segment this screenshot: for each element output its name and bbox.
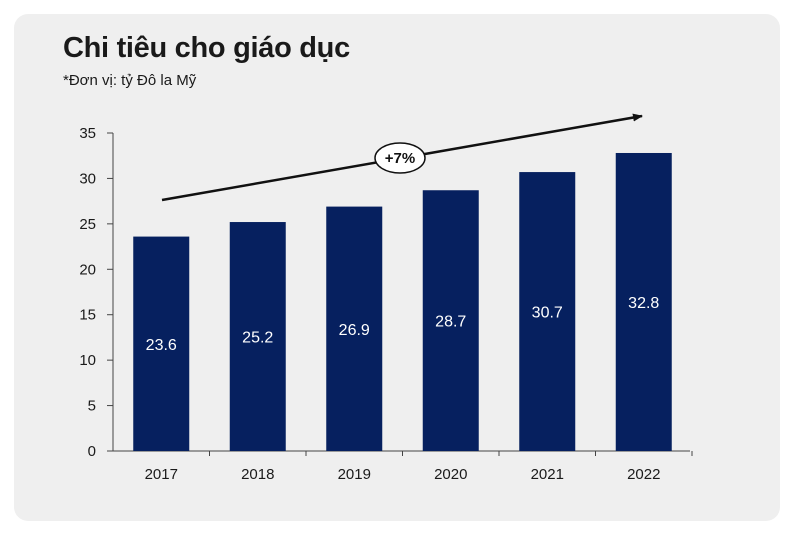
x-tick-label-2022: 2022: [627, 466, 660, 483]
bar-2021: [519, 172, 576, 451]
x-tick-label-2019: 2019: [338, 466, 371, 483]
x-tick-label-2017: 2017: [145, 466, 178, 483]
chart-subtitle: *Đơn vị: tỷ Đô la Mỹ: [63, 72, 197, 89]
bar-2018: [229, 222, 286, 451]
y-tick-label: 5: [88, 398, 96, 415]
chart-title: Chi tiêu cho giáo dục: [63, 32, 350, 64]
growth-badge: [374, 142, 426, 174]
x-tick-label-2018: 2018: [241, 466, 274, 483]
y-tick-label: 35: [79, 125, 96, 142]
y-tick-label: 10: [79, 352, 96, 369]
growth-label: +7%: [385, 150, 415, 167]
bar-2017: [133, 236, 190, 451]
data-label-2017: 23.6: [146, 337, 177, 354]
y-tick-label: 20: [79, 261, 96, 278]
x-tick-label-2020: 2020: [434, 466, 467, 483]
x-tick-label-2021: 2021: [531, 466, 564, 483]
data-label-2018: 25.2: [242, 330, 273, 347]
y-tick-label: 30: [79, 170, 96, 187]
bar-2022: [615, 152, 672, 451]
data-label-2022: 32.8: [628, 295, 659, 312]
y-tick-label: 25: [79, 216, 96, 233]
bar-2020: [422, 190, 479, 452]
trend-annotation: +7%: [161, 113, 643, 202]
data-label-2020: 28.7: [435, 314, 466, 331]
data-label-2019: 26.9: [339, 322, 370, 339]
y-tick-label: 0: [88, 443, 96, 460]
data-label-2021: 30.7: [532, 305, 563, 322]
y-tick-label: 15: [79, 307, 96, 324]
bars: 23.6 25.2 26.9 28.7 30.7 32.8: [133, 152, 672, 452]
axes: 0 5 10 15 20 25 30 35 2017 2018 2019 2020 2021 2022: [79, 125, 693, 483]
bar-2019: [326, 206, 383, 451]
